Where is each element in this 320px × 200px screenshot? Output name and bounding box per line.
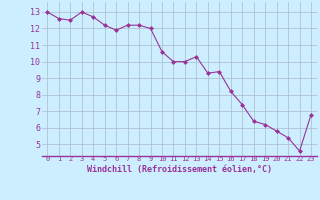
X-axis label: Windchill (Refroidissement éolien,°C): Windchill (Refroidissement éolien,°C) xyxy=(87,165,272,174)
